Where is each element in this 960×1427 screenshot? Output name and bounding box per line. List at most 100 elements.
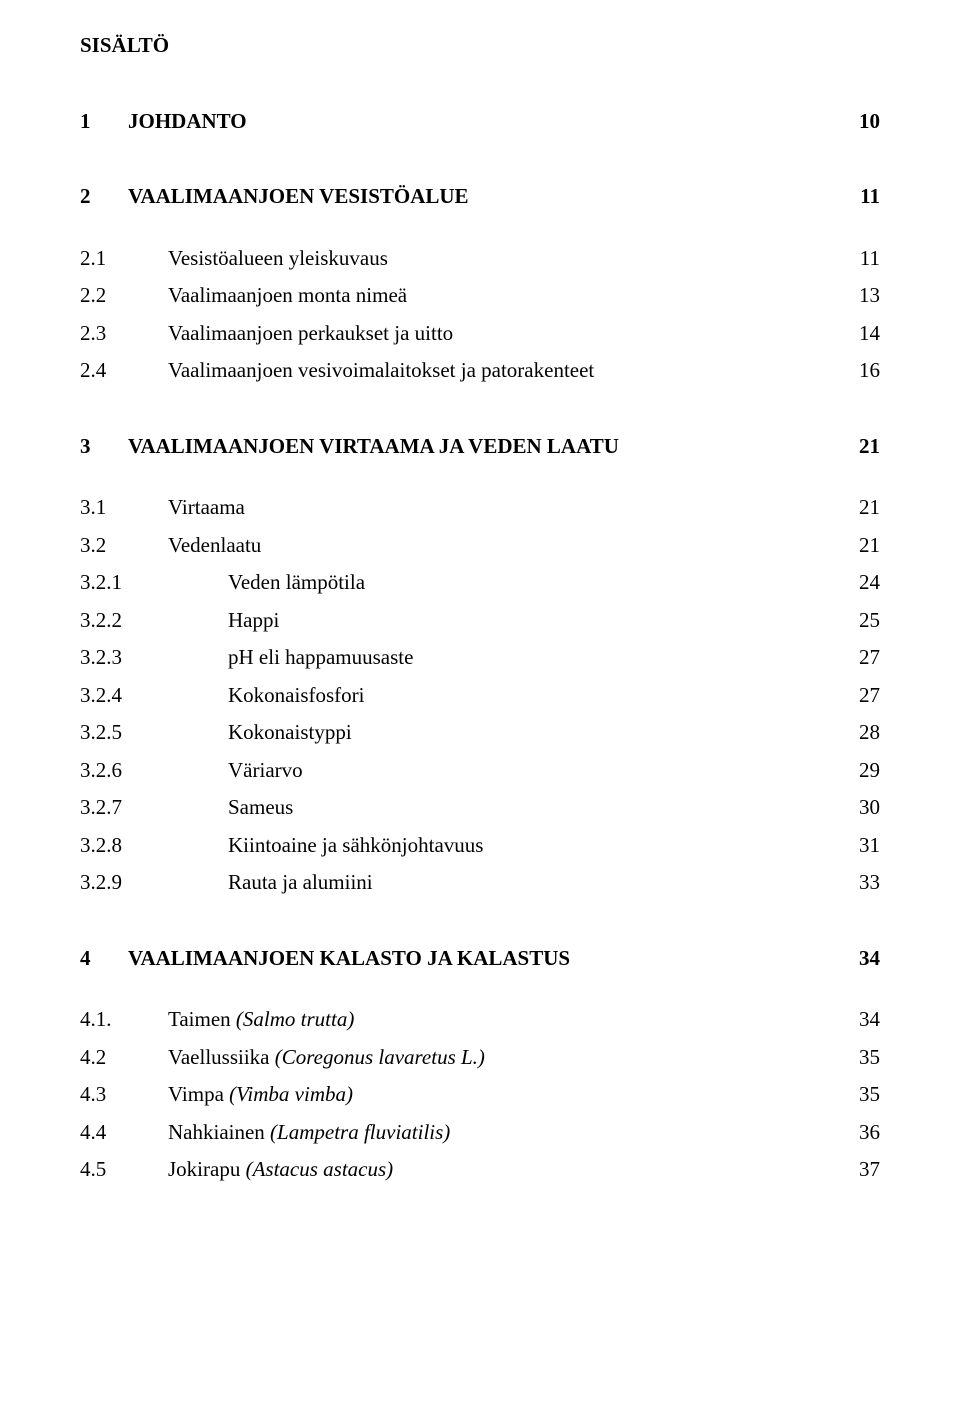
toc-entry-page: 11 [840,243,880,275]
toc-entry-number: 3.2.7 [80,792,228,824]
toc-entry-page: 35 [840,1042,880,1074]
toc-row: 3.2.5Kokonaistyppi28 [80,717,880,749]
toc-entry-number: 3.2.4 [80,680,228,712]
toc-entry-text-plain: Nahkiainen [168,1120,270,1144]
toc-entry-page: 27 [840,642,880,674]
page-title: SISÄLTÖ [80,30,880,62]
toc-row: 4.4Nahkiainen (Lampetra fluviatilis) 36 [80,1117,880,1149]
toc-entry-page: 21 [840,530,880,562]
toc-entry-number: 4 [80,943,128,975]
toc-entry-page: 24 [840,567,880,599]
toc-row: 2.2Vaalimaanjoen monta nimeä13 [80,280,880,312]
toc-entry-number: 4.3 [80,1079,168,1111]
toc-entry-text-plain: Jokirapu [168,1157,246,1181]
toc-row: 3.2.6Väriarvo29 [80,755,880,787]
toc-entry-text: VAALIMAANJOEN VESISTÖALUE [128,181,840,213]
toc-row: 3.2.3pH eli happamuusaste27 [80,642,880,674]
page: SISÄLTÖ 1JOHDANTO10 2VAALIMAANJOEN VESIST… [0,0,960,1427]
toc-row: 4.3Vimpa (Vimba vimba)35 [80,1079,880,1111]
toc-entry-number: 3.2.3 [80,642,228,674]
toc-entry-page: 21 [840,431,880,463]
toc-entry-text: VAALIMAANJOEN KALASTO JA KALASTUS [128,943,840,975]
toc-row: 3.2.9Rauta ja alumiini33 [80,867,880,899]
toc-entry-page: 34 [840,943,880,975]
toc-entry-text: Sameus [228,792,840,824]
toc-row: 2.3Vaalimaanjoen perkaukset ja uitto14 [80,318,880,350]
toc-entry-text: Kokonaistyppi [228,717,840,749]
toc-container: 1JOHDANTO102VAALIMAANJOEN VESISTÖALUE112… [80,106,880,1186]
toc-gap [80,980,880,1004]
toc-entry-text: Happi [228,605,840,637]
toc-row: 4VAALIMAANJOEN KALASTO JA KALASTUS34 [80,943,880,975]
toc-entry-number: 2.1 [80,243,168,275]
toc-entry-page: 34 [840,1004,880,1036]
toc-entry-number: 3 [80,431,128,463]
toc-entry-text: Jokirapu (Astacus astacus) [168,1154,840,1186]
toc-row: 4.1.Taimen (Salmo trutta)34 [80,1004,880,1036]
toc-row: 3VAALIMAANJOEN VIRTAAMA JA VEDEN LAATU21 [80,431,880,463]
toc-entry-number: 2 [80,181,128,213]
toc-row: 2VAALIMAANJOEN VESISTÖALUE11 [80,181,880,213]
toc-entry-page: 30 [840,792,880,824]
toc-entry-page: 21 [840,492,880,524]
toc-row: 3.2Vedenlaatu21 [80,530,880,562]
toc-entry-page: 11 [840,181,880,213]
toc-entry-page: 31 [840,830,880,862]
toc-entry-page: 29 [840,755,880,787]
toc-entry-page: 37 [840,1154,880,1186]
toc-entry-number: 4.2 [80,1042,168,1074]
toc-entry-number: 3.2.5 [80,717,228,749]
toc-entry-number: 4.1. [80,1004,168,1036]
toc-row: 3.2.2Happi25 [80,605,880,637]
toc-entry-text: Vedenlaatu [168,530,840,562]
toc-entry-page: 25 [840,605,880,637]
toc-entry-text: VAALIMAANJOEN VIRTAAMA JA VEDEN LAATU [128,431,840,463]
toc-entry-text-italic: (Coregonus lavaretus L.) [275,1045,485,1069]
toc-entry-text-italic: (Vimba vimba) [229,1082,353,1106]
toc-entry-number: 2.2 [80,280,168,312]
toc-entry-number: 2.4 [80,355,168,387]
toc-entry-text: Vaalimaanjoen monta nimeä [168,280,840,312]
toc-gap [80,468,880,492]
toc-entry-number: 3.2.1 [80,567,228,599]
toc-entry-text-italic: (Lampetra fluviatilis) [270,1120,450,1144]
toc-entry-text: Taimen (Salmo trutta) [168,1004,840,1036]
toc-gap [80,393,880,431]
toc-entry-page: 16 [840,355,880,387]
toc-gap [80,219,880,243]
toc-entry-number: 3.2 [80,530,168,562]
toc-row: 3.1Virtaama21 [80,492,880,524]
toc-entry-text: Vesistöalueen yleiskuvaus [168,243,840,275]
toc-entry-text-plain: Vimpa [168,1082,229,1106]
toc-row: 2.1Vesistöalueen yleiskuvaus11 [80,243,880,275]
toc-entry-text: Rauta ja alumiini [228,867,840,899]
toc-row: 3.2.4Kokonaisfosfori27 [80,680,880,712]
toc-entry-number: 3.2.8 [80,830,228,862]
toc-entry-number: 2.3 [80,318,168,350]
toc-entry-number: 4.4 [80,1117,168,1149]
toc-entry-number: 4.5 [80,1154,168,1186]
toc-entry-page: 28 [840,717,880,749]
toc-row: 1JOHDANTO10 [80,106,880,138]
toc-entry-page: 27 [840,680,880,712]
toc-entry-text: Vaalimaanjoen perkaukset ja uitto [168,318,840,350]
toc-entry-text: Väriarvo [228,755,840,787]
toc-entry-number: 3.2.2 [80,605,228,637]
toc-entry-text-italic: (Salmo trutta) [236,1007,354,1031]
toc-entry-page: 10 [840,106,880,138]
toc-entry-number: 3.2.6 [80,755,228,787]
toc-entry-text-plain: Taimen [168,1007,236,1031]
toc-entry-text: pH eli happamuusaste [228,642,840,674]
toc-row: 3.2.7Sameus30 [80,792,880,824]
toc-gap [80,143,880,181]
toc-entry-text: Kokonaisfosfori [228,680,840,712]
toc-gap [80,905,880,943]
toc-entry-text: Vimpa (Vimba vimba) [168,1079,840,1111]
toc-entry-number: 3.1 [80,492,168,524]
toc-entry-text: JOHDANTO [128,106,840,138]
toc-entry-page: 36 [840,1117,880,1149]
toc-entry-page: 33 [840,867,880,899]
toc-entry-page: 14 [840,318,880,350]
toc-entry-number: 1 [80,106,128,138]
toc-entry-text: Veden lämpötila [228,567,840,599]
